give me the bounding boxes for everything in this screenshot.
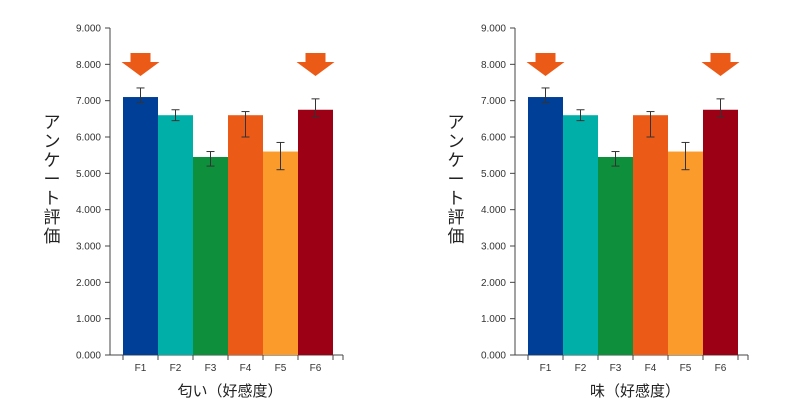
y-axis-title: アンケート評価 <box>44 113 61 247</box>
x-axis-title: 味（好感度） <box>590 382 680 400</box>
category-label-f1: F1 <box>135 363 147 374</box>
y-tick-label: 2.000 <box>76 278 101 289</box>
y-tick-label: 1.000 <box>76 314 101 325</box>
chart-taste: 0.000 1.000 2.000 3.000 4.000 5.000 6.000 7.000… <box>448 24 749 401</box>
bar-f1 <box>528 97 563 355</box>
category-label-f1: F1 <box>540 363 552 374</box>
chart-smell: 0.000 1.000 2.000 3.000 4.000 5.000 6.000 7.000… <box>44 24 344 401</box>
bar-f2 <box>563 115 598 355</box>
bar-f6 <box>298 110 333 355</box>
y-tick-label: 1.000 <box>481 314 506 325</box>
y-tick-label: 2.000 <box>481 278 506 289</box>
bar-f5 <box>668 152 703 355</box>
y-tick-label: 7.000 <box>481 96 506 107</box>
highlight-arrow-f1 <box>527 53 565 76</box>
bar-f6 <box>703 110 738 355</box>
y-tick-label: 0.000 <box>481 351 506 362</box>
y-tick-label: 4.000 <box>481 205 506 216</box>
category-label-f5: F5 <box>680 363 692 374</box>
y-tick-label: 8.000 <box>481 60 506 71</box>
bar-f4 <box>228 115 263 355</box>
x-axis-title: 匂い（好感度） <box>177 382 282 400</box>
bar-f3 <box>193 157 228 355</box>
category-label-f3: F3 <box>610 363 622 374</box>
bar-f4 <box>633 115 668 355</box>
y-tick-label: 3.000 <box>76 242 101 253</box>
y-tick-label: 6.000 <box>76 133 101 144</box>
category-label-f6: F6 <box>310 363 322 374</box>
highlight-arrow-f1 <box>122 53 160 76</box>
y-tick-label: 4.000 <box>76 205 101 216</box>
category-label-f3: F3 <box>205 363 217 374</box>
highlight-arrow-f6 <box>702 53 740 76</box>
highlight-arrow-f6 <box>297 53 335 76</box>
bar-f5 <box>263 152 298 355</box>
category-label-f4: F4 <box>645 363 657 374</box>
category-label-f2: F2 <box>575 363 587 374</box>
y-tick-label: 8.000 <box>76 60 101 71</box>
y-tick-label: 0.000 <box>76 351 101 362</box>
category-label-f6: F6 <box>715 363 727 374</box>
category-label-f4: F4 <box>240 363 252 374</box>
y-tick-label: 9.000 <box>481 24 506 35</box>
category-label-f2: F2 <box>170 363 182 374</box>
y-tick-label: 3.000 <box>481 242 506 253</box>
y-tick-label: 9.000 <box>76 24 101 35</box>
y-tick-label: 6.000 <box>481 133 506 144</box>
bar-f3 <box>598 157 633 355</box>
bar-f2 <box>158 115 193 355</box>
y-tick-label: 5.000 <box>481 169 506 180</box>
bar-f1 <box>123 97 158 355</box>
category-label-f5: F5 <box>275 363 287 374</box>
y-axis-title: アンケート評価 <box>448 113 465 247</box>
y-tick-label: 7.000 <box>76 96 101 107</box>
y-tick-label: 5.000 <box>76 169 101 180</box>
